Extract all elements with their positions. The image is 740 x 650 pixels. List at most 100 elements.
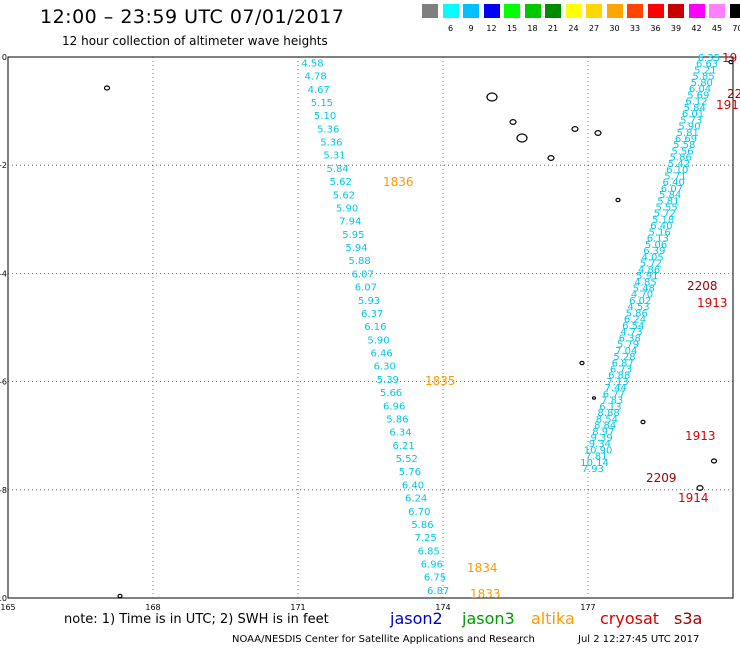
track-a-value: 7.25 — [414, 533, 436, 544]
y-tick-label: -2 — [0, 161, 7, 170]
legend-swatch — [627, 4, 643, 18]
track-b-value: 6.40 — [663, 178, 685, 189]
track-b-value: 5.80 — [691, 78, 713, 89]
track-a-value: 4.78 — [305, 72, 327, 83]
track-a-value: 6.70 — [408, 507, 430, 518]
track-b-value: 5.79 — [617, 340, 639, 351]
track-a-value: 6.46 — [370, 349, 392, 360]
track-b-value: 5.85 — [692, 72, 714, 83]
track-b-value: 5.71 — [664, 171, 686, 182]
track-b-value: 5.28 — [613, 352, 635, 363]
track-a-value: 6.37 — [361, 309, 383, 320]
track-b-value: 5.48 — [633, 283, 655, 294]
track-b-value: 5.91 — [636, 271, 658, 282]
legend-cryosat: cryosat — [600, 609, 660, 628]
legend-swatch — [668, 4, 684, 18]
track-b-value: 6.88 — [608, 371, 630, 382]
track-b-value: 6.87 — [612, 358, 634, 369]
track-a-value: 4.58 — [301, 58, 323, 69]
track-b-value: 5.42 — [668, 159, 690, 170]
track-b-value: 5.81 — [657, 196, 679, 207]
track-a-value: 6.96 — [421, 560, 443, 571]
track-a-value: 6.21 — [392, 441, 414, 452]
track-b-value: 7.81 — [585, 452, 607, 463]
legend-tick-label: 12 — [486, 24, 497, 33]
track-a-value: 6.07 — [352, 269, 374, 280]
track-b-value: 6.01 — [682, 109, 704, 120]
track-b-value: 5.21 — [694, 65, 716, 76]
track-b-value: 5.72 — [640, 259, 662, 270]
track-a-value: 5.62 — [333, 190, 355, 201]
y-tick-label: -8 — [0, 486, 7, 495]
track-b-value: 5.84 — [684, 103, 706, 114]
track-b-value: 9.39 — [590, 433, 612, 444]
legend-swatch — [709, 4, 725, 18]
island-outline — [117, 593, 123, 599]
time-label: 1836 — [383, 175, 414, 189]
island-outline — [640, 419, 646, 425]
track-a-value: 6.85 — [418, 546, 440, 557]
time-label: 19 — [722, 51, 737, 65]
legend-swatch — [483, 4, 500, 18]
track-b-value: 4.53 — [627, 302, 649, 313]
island-outline — [579, 360, 585, 366]
time-label: 1913 — [685, 429, 716, 443]
track-a-value: 4.67 — [308, 85, 330, 96]
track-b-value: 4.86 — [638, 265, 660, 276]
track-b-value: 6.24 — [624, 315, 646, 326]
track-b-value: 7.83 — [601, 396, 623, 407]
track-a-value: 5.88 — [348, 256, 370, 267]
track-b-value: 5.84 — [659, 190, 681, 201]
track-b-value: 5.90 — [678, 122, 700, 133]
island-outline — [509, 118, 517, 125]
track-a-value: 5.94 — [345, 243, 367, 254]
island-outline — [516, 133, 528, 143]
y-tick-label: 0 — [2, 53, 7, 62]
time-label: 1913 — [697, 296, 728, 310]
track-a-value: 5.39 — [377, 375, 399, 386]
legend-swatch — [524, 4, 541, 18]
track-b-value: 5.72 — [654, 209, 676, 220]
island-outline — [594, 130, 602, 137]
track-b-value: 6.39 — [643, 246, 665, 257]
track-b-value: 6.07 — [661, 184, 683, 195]
x-tick-label: 165 — [0, 603, 15, 612]
island-outline — [486, 92, 498, 102]
island-outline — [547, 155, 555, 162]
track-b-value: 8.54 — [596, 414, 618, 425]
note-text: note: 1) Time is in UTC; 2) SWH is in fe… — [64, 612, 329, 627]
legend-tick-label: 36 — [650, 24, 661, 33]
track-a-value: 5.90 — [336, 203, 358, 214]
legend-swatch — [442, 4, 459, 18]
island-outline — [615, 197, 621, 203]
track-b-value: 5.86 — [670, 153, 692, 164]
track-a-value: 6.96 — [383, 401, 405, 412]
island-outline — [591, 396, 597, 400]
track-b-value: 6.54 — [622, 321, 644, 332]
track-b-value: 4.70 — [631, 290, 653, 301]
legend-jason2: jason2 — [390, 609, 443, 628]
track-b-value: 8.88 — [598, 408, 620, 419]
legend-swatch — [688, 4, 705, 18]
x-tick-label: 168 — [145, 603, 160, 612]
time-label: 1834 — [467, 561, 498, 575]
track-b-value: 5.69 — [687, 90, 709, 101]
time-label: 22 — [727, 87, 740, 101]
track-b-value: 7.04 — [615, 346, 637, 357]
track-a-value: 5.76 — [399, 467, 421, 478]
legend-tick-label: 39 — [670, 24, 682, 33]
track-b-value: 6.77 — [603, 389, 625, 400]
track-b-value: 6.10 — [666, 165, 688, 176]
track-a-value: 5.86 — [411, 520, 433, 531]
chart-title: 12:00 – 23:59 UTC 07/01/2017 — [40, 6, 345, 28]
time-label: 1835 — [425, 374, 456, 388]
track-a-value: 5.31 — [323, 151, 345, 162]
legend-tick-label: 45 — [711, 24, 723, 33]
legend-swatch — [565, 4, 582, 18]
time-label: 2208 — [687, 279, 718, 293]
map-frame — [7, 56, 734, 599]
x-tick-label: 174 — [435, 603, 450, 612]
track-b-value: 10.90 — [584, 445, 613, 456]
track-a-value: 5.86 — [386, 414, 408, 425]
track-b-value: 4.73 — [620, 327, 642, 338]
